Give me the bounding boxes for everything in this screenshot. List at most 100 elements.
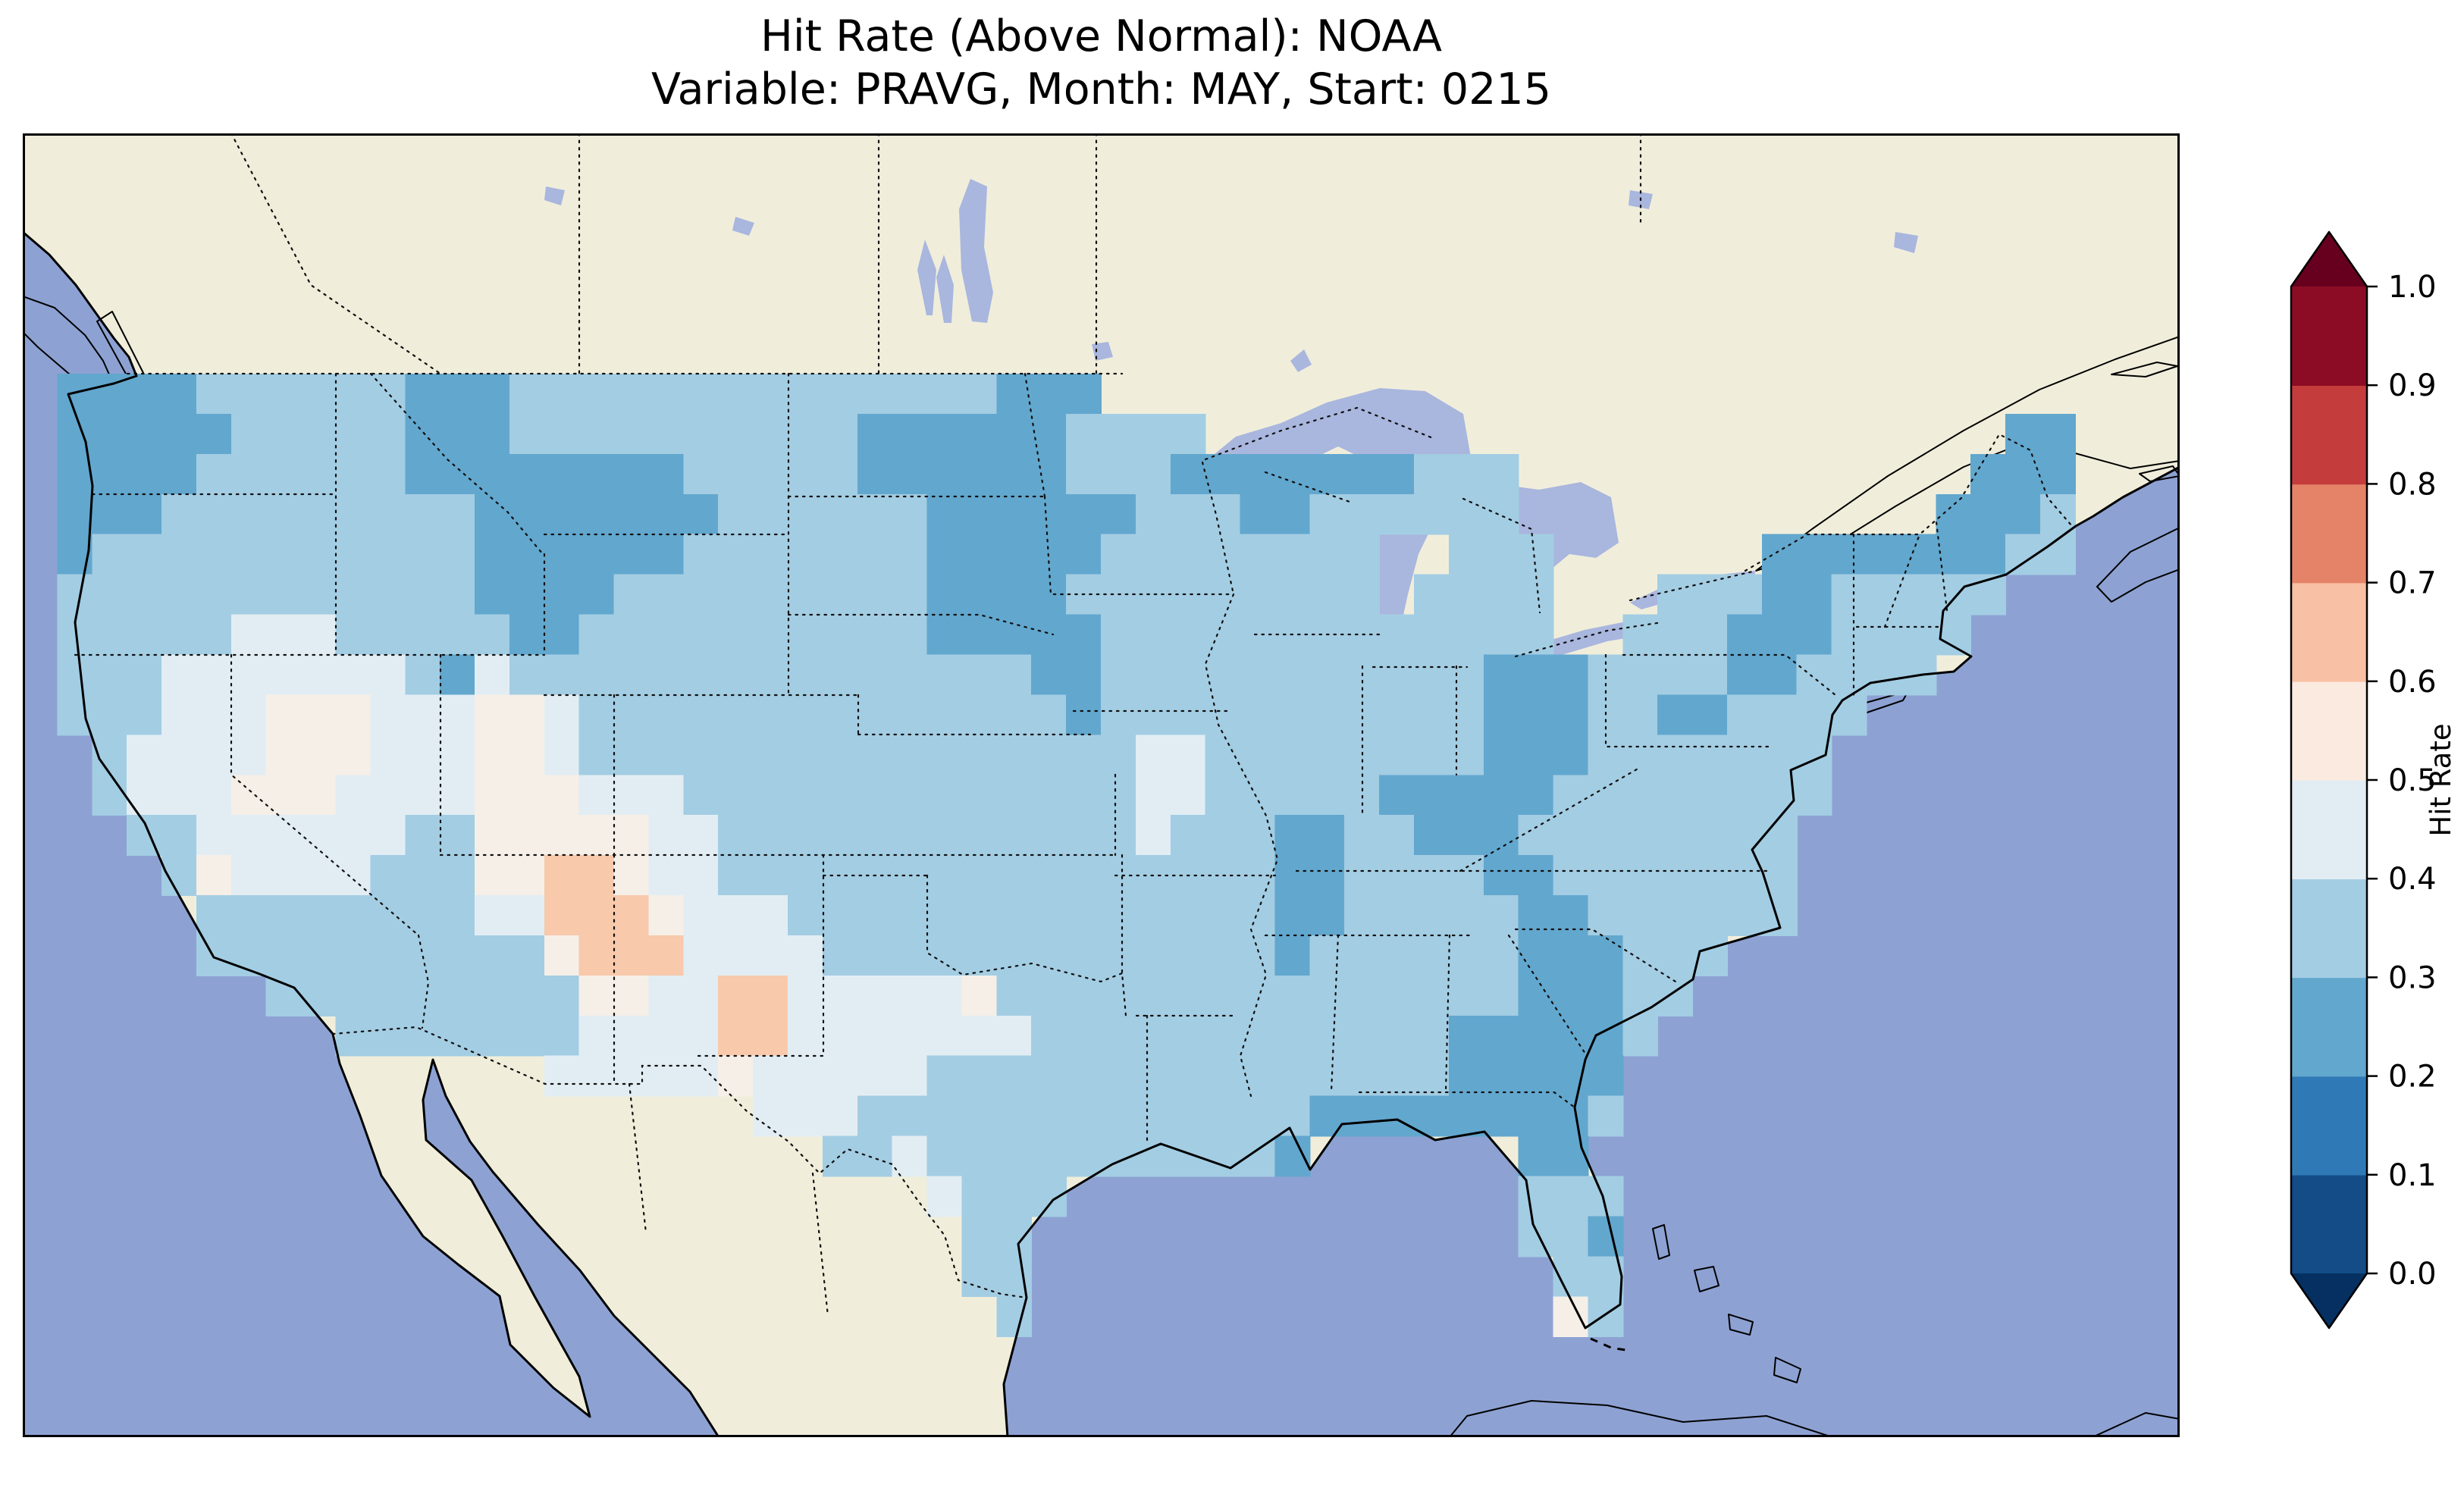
grid-cell — [1414, 975, 1450, 1016]
grid-cell — [613, 614, 650, 656]
lake-winnipegosis — [917, 240, 936, 315]
grid-cell — [1240, 534, 1276, 575]
grid-cell — [509, 935, 545, 976]
grid-cell — [1344, 1015, 1381, 1057]
grid-cell — [1031, 414, 1067, 455]
grid-cell — [857, 1055, 893, 1097]
grid-cell — [892, 453, 928, 495]
grid-cell — [335, 1015, 371, 1057]
grid-cell — [788, 534, 823, 575]
grid-cell — [335, 895, 371, 936]
grid-cell — [613, 453, 650, 495]
grid-cell — [961, 654, 998, 696]
grid-cell — [648, 775, 685, 816]
grid-cell — [230, 694, 267, 736]
grid-cell — [753, 935, 788, 976]
grid-cell — [300, 815, 337, 857]
grid-cell — [300, 453, 337, 495]
grid-cell — [578, 654, 615, 696]
grid-cell — [1309, 775, 1346, 816]
grid-cell — [926, 654, 963, 696]
grid-cell — [230, 895, 267, 936]
grid-cell — [1170, 654, 1206, 696]
grid-cell — [544, 453, 580, 495]
grid-cell — [1031, 855, 1067, 896]
grid-cell — [1274, 1135, 1311, 1177]
grid-cell — [926, 734, 963, 776]
grid-cell — [788, 493, 823, 535]
grid-cell — [1622, 1015, 1659, 1057]
grid-cell — [440, 493, 475, 535]
grid-cell — [718, 493, 754, 535]
grid-cell — [613, 775, 650, 816]
grid-cell — [265, 855, 302, 896]
grid-cell — [996, 815, 1033, 857]
grid-cell — [1344, 815, 1381, 857]
grid-cell — [1970, 493, 2007, 535]
grid-cell — [648, 374, 685, 415]
grid-cell — [648, 975, 685, 1016]
grid-cell — [1448, 534, 1484, 575]
grid-cell — [1101, 453, 1136, 495]
grid-cell — [996, 614, 1033, 656]
grid-cell — [1066, 775, 1102, 816]
grid-cell — [370, 493, 406, 535]
grid-cell — [648, 493, 685, 535]
grid-cell — [1831, 694, 1867, 736]
grid-cell — [1379, 775, 1415, 816]
grid-cell — [926, 694, 963, 736]
grid-cell — [926, 1135, 963, 1177]
grid-cell — [788, 855, 823, 896]
grid-cell — [788, 654, 823, 696]
grid-cell — [265, 734, 302, 776]
grid-cell — [370, 935, 406, 976]
bahamas-island — [1773, 1357, 1801, 1383]
grid-cell — [127, 574, 163, 615]
grid-cell — [578, 694, 615, 736]
grid-cell — [1135, 935, 1171, 976]
grid-cell — [683, 815, 719, 857]
grid-cell — [857, 614, 893, 656]
canada-lake — [1894, 232, 1918, 253]
grid-cell — [335, 614, 371, 656]
grid-cell — [578, 935, 615, 976]
grid-cell — [509, 414, 545, 455]
grid-cell — [1657, 734, 1694, 776]
grid-cell — [1588, 855, 1624, 896]
grid-cell — [1483, 493, 1519, 535]
grid-cell — [788, 975, 823, 1016]
grid-cell — [1101, 775, 1136, 816]
grid-cell — [475, 895, 510, 936]
grid-cell — [1344, 935, 1381, 976]
grid-cell — [1135, 453, 1171, 495]
grid-cell — [1379, 1015, 1415, 1057]
grid-cell — [1170, 414, 1206, 455]
grid-cell — [1379, 734, 1415, 776]
grid-cell — [926, 414, 963, 455]
grid-cell — [961, 1135, 998, 1177]
grid-cell — [996, 935, 1033, 976]
grid-cell — [1101, 1015, 1136, 1057]
grid-cell — [1553, 855, 1589, 896]
grid-cell — [196, 815, 232, 857]
grid-cell — [1414, 935, 1450, 976]
grid-cell — [1274, 855, 1311, 896]
grid-cell — [961, 855, 998, 896]
grid-cell — [1344, 574, 1381, 615]
grid-cell — [230, 815, 267, 857]
grid-cell — [857, 654, 893, 696]
state-border — [369, 372, 544, 556]
grid-cell — [475, 654, 510, 696]
grid-cell — [196, 493, 232, 535]
grid-cell — [1553, 1216, 1589, 1258]
grid-cell — [475, 534, 510, 575]
grid-cell — [996, 493, 1033, 535]
grid-cell — [857, 374, 893, 415]
grid-cell — [1448, 975, 1484, 1016]
grid-cell — [370, 694, 406, 736]
grid-cell — [961, 975, 998, 1016]
grid-cell — [370, 734, 406, 776]
grid-cell — [509, 815, 545, 857]
grid-cell — [196, 534, 232, 575]
grid-cell — [753, 775, 788, 816]
